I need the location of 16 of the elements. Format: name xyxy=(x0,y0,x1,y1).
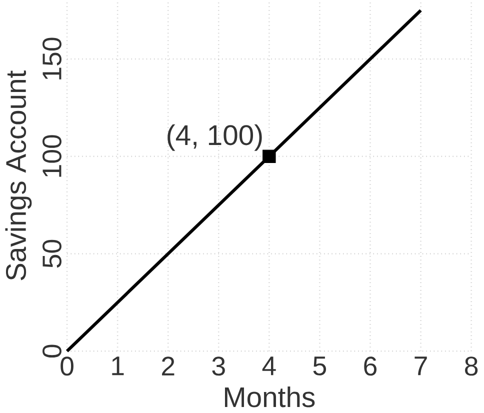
x-tick-label: 5 xyxy=(313,356,326,376)
x-tick-label: 4 xyxy=(262,356,276,376)
x-tick-label: 1 xyxy=(112,356,124,376)
x-tick-label: 3 xyxy=(212,356,225,376)
y-tick-label: 150 xyxy=(42,38,62,80)
x-tick-label: 7 xyxy=(414,356,427,376)
annotation: (4, 100) xyxy=(168,124,262,152)
x-tick-label: 2 xyxy=(162,356,174,376)
y-tick-label: 100 xyxy=(42,135,62,177)
x-tick-label: 8 xyxy=(465,356,478,376)
x-axis-title: Months xyxy=(224,386,315,408)
x-tick-label: 0 xyxy=(60,356,74,376)
x-tick-label: 6 xyxy=(364,356,377,376)
y-tick-label: 0 xyxy=(42,344,62,358)
y-axis-title: Savings Account xyxy=(5,70,32,280)
y-tick-label: 50 xyxy=(42,240,62,268)
